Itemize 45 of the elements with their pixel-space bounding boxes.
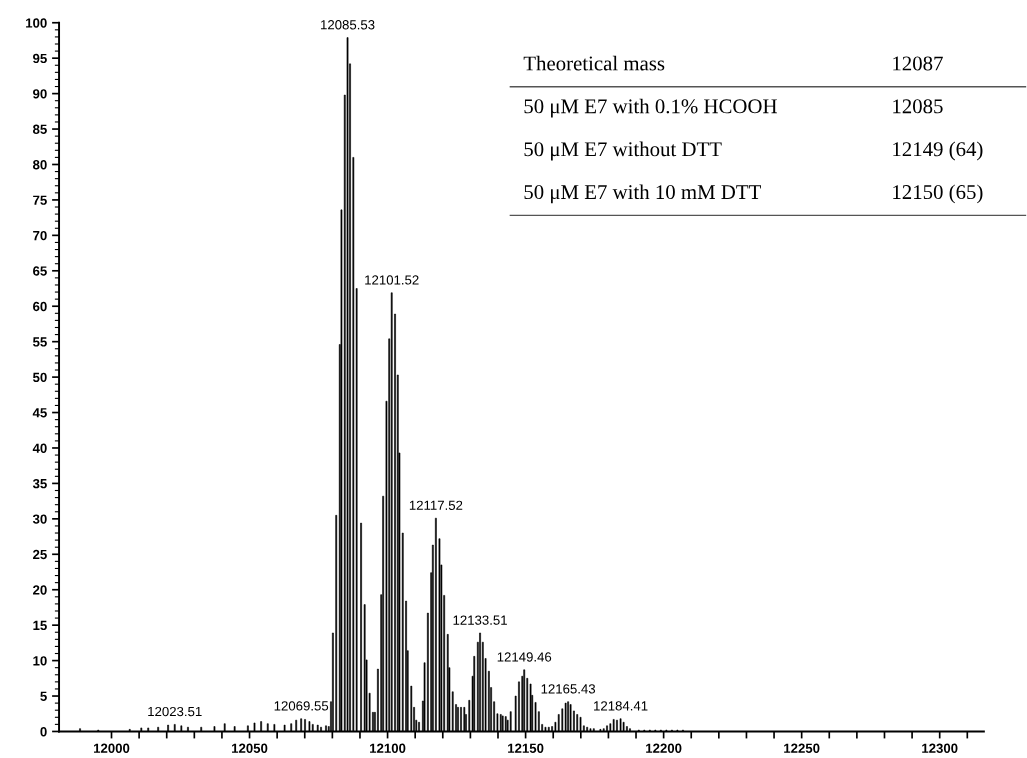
y-tick-label: 75 <box>33 195 47 205</box>
y-tick-label: 25 <box>33 549 47 560</box>
y-tick-label: 70 <box>33 230 47 241</box>
y-tick-label: 45 <box>32 408 47 418</box>
y-tick-label: 90 <box>33 89 47 99</box>
y-tick-label: 100 <box>26 18 47 28</box>
annotation: 50 μM E7 without DTT <box>524 141 722 161</box>
y-tick-label: 40 <box>32 443 47 453</box>
y-tick-label: 85 <box>32 124 47 134</box>
y-tick-label: 35 <box>32 478 47 489</box>
annotation: 50 μM E7 with 0.1% HCOOH <box>524 98 777 118</box>
y-tick-label: 50 <box>32 372 47 383</box>
x-tick-label: 12050 <box>232 743 268 753</box>
y-tick-label: 60 <box>33 301 47 312</box>
y-tick-label: 10 <box>33 656 47 666</box>
annotation: 12101.52 <box>365 275 419 285</box>
y-tick-label: 55 <box>32 337 47 347</box>
y-tick-label: 30 <box>32 514 47 524</box>
annotation: Theoretical mass <box>523 55 665 71</box>
x-tick-label: 12100 <box>370 743 406 753</box>
annotation: 12085 <box>893 99 943 114</box>
annotation: 12117.52 <box>409 500 463 510</box>
annotation: 12184.41 <box>594 701 648 711</box>
x-tick-label: 12150 <box>508 743 544 753</box>
y-tick-label: 80 <box>32 160 47 170</box>
annotation: 12085.53 <box>321 20 375 30</box>
annotation: 12133.51 <box>453 615 507 625</box>
x-tick-label: 12250 <box>784 743 820 753</box>
annotation: 12023.51 <box>148 706 202 717</box>
annotation: 12149 (64) <box>893 141 983 161</box>
x-tick-label: 12300 <box>922 743 958 753</box>
annotation: 12087 <box>893 56 943 71</box>
y-tick-label: 65 <box>33 266 47 276</box>
y-tick-label: 95 <box>33 53 47 64</box>
y-tick-label: 0 <box>40 727 47 737</box>
annotation: 12165.43 <box>541 684 596 694</box>
annotation: 12150 (65) <box>893 184 983 204</box>
y-tick-label: 5 <box>40 691 47 701</box>
annotation: 12069.55 <box>274 701 329 711</box>
y-tick-label: 15 <box>33 620 47 631</box>
y-tick-label: 20 <box>33 585 47 595</box>
annotation: 50 μM E7 with 10 mM DTT <box>524 184 761 204</box>
annotation: 12149.46 <box>497 652 552 662</box>
x-tick-label: 12000 <box>93 743 130 753</box>
x-tick-label: 12200 <box>646 743 682 753</box>
